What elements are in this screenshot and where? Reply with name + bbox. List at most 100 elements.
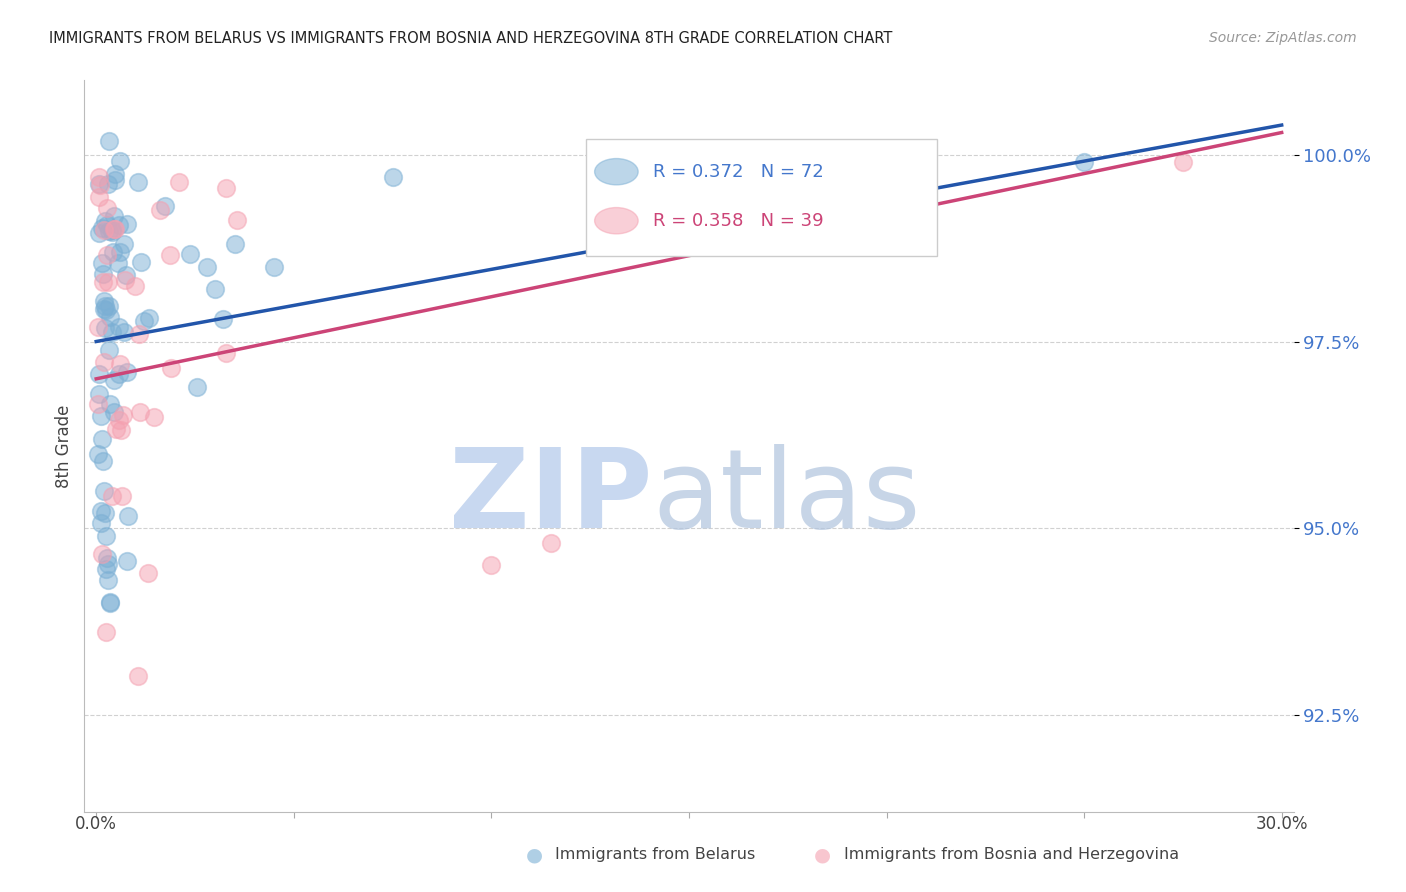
Point	[159, 360, 181, 375]
Point	[111, 489, 134, 503]
Point	[132, 314, 155, 328]
Point	[124, 278, 146, 293]
Point	[100, 223, 122, 237]
Point	[103, 222, 125, 236]
Point	[93, 275, 115, 289]
Point	[104, 167, 127, 181]
Point	[138, 310, 160, 325]
Point	[159, 248, 181, 262]
Point	[93, 301, 115, 316]
Point	[101, 490, 124, 504]
Point	[98, 310, 121, 325]
Point	[87, 447, 110, 461]
Text: atlas: atlas	[652, 443, 921, 550]
Point	[215, 181, 238, 195]
Point	[87, 169, 110, 184]
Point	[90, 409, 112, 424]
Point	[89, 190, 111, 204]
Point	[90, 516, 112, 531]
Point	[136, 566, 159, 580]
Point	[91, 268, 114, 282]
Point	[104, 222, 127, 236]
Point	[226, 213, 249, 227]
Point	[98, 224, 121, 238]
Point	[149, 203, 172, 218]
Point	[167, 175, 190, 189]
Point	[1073, 155, 1095, 169]
Point	[195, 260, 218, 274]
Point	[103, 405, 125, 419]
Point	[186, 380, 208, 394]
Point	[94, 528, 117, 542]
Point	[93, 293, 115, 308]
Point	[107, 367, 129, 381]
Point	[104, 422, 127, 436]
Text: Immigrants from Belarus: Immigrants from Belarus	[555, 847, 755, 862]
Point	[115, 554, 138, 568]
Point	[97, 177, 120, 191]
Point	[179, 247, 201, 261]
Text: ZIP: ZIP	[450, 443, 652, 550]
Point	[87, 319, 110, 334]
Point	[96, 201, 118, 215]
Point	[91, 432, 114, 446]
Text: ●: ●	[814, 845, 831, 864]
Text: 30.0%: 30.0%	[1256, 815, 1308, 833]
Point	[115, 217, 138, 231]
Point	[224, 237, 246, 252]
Point	[96, 302, 118, 317]
Point	[129, 255, 152, 269]
Point	[98, 397, 121, 411]
Point	[90, 503, 112, 517]
Point	[127, 669, 149, 683]
Point	[94, 321, 117, 335]
Point	[93, 222, 115, 236]
Point	[89, 227, 111, 241]
Point	[108, 218, 131, 232]
Point	[96, 551, 118, 566]
Point	[263, 260, 285, 274]
Point	[87, 397, 110, 411]
Y-axis label: 8th Grade: 8th Grade	[55, 404, 73, 488]
Point	[215, 346, 238, 360]
Point	[89, 368, 111, 382]
Point	[381, 170, 404, 185]
Point	[211, 312, 233, 326]
Text: Immigrants from Bosnia and Herzegovina: Immigrants from Bosnia and Herzegovina	[844, 847, 1178, 862]
Text: 0.0%: 0.0%	[76, 815, 117, 833]
Text: R = 0.358   N = 39: R = 0.358 N = 39	[652, 211, 824, 230]
Text: R = 0.372   N = 72: R = 0.372 N = 72	[652, 162, 824, 181]
Point	[94, 214, 117, 228]
Point	[107, 320, 129, 334]
Point	[143, 409, 166, 424]
Point	[97, 275, 120, 289]
Point	[204, 282, 226, 296]
Point	[101, 325, 124, 339]
Point	[94, 299, 117, 313]
Point	[114, 325, 136, 339]
Point	[129, 405, 152, 419]
Point	[107, 256, 129, 270]
Point	[540, 536, 562, 550]
Point	[127, 175, 149, 189]
Point	[111, 408, 134, 422]
Point	[96, 248, 118, 262]
Point	[108, 413, 131, 427]
Point	[101, 245, 124, 260]
Text: Source: ZipAtlas.com: Source: ZipAtlas.com	[1209, 31, 1357, 45]
Point	[98, 134, 121, 148]
Point	[90, 547, 112, 561]
Point	[117, 509, 139, 524]
Point	[97, 574, 120, 588]
Circle shape	[595, 208, 638, 234]
FancyBboxPatch shape	[586, 139, 936, 256]
Text: ●: ●	[526, 845, 543, 864]
Point	[98, 596, 121, 610]
Point	[98, 595, 121, 609]
Point	[110, 423, 132, 437]
Point	[128, 327, 150, 342]
Point	[104, 173, 127, 187]
Text: IMMIGRANTS FROM BELARUS VS IMMIGRANTS FROM BOSNIA AND HERZEGOVINA 8TH GRADE CORR: IMMIGRANTS FROM BELARUS VS IMMIGRANTS FR…	[49, 31, 893, 46]
Point	[479, 558, 502, 573]
Point	[108, 244, 131, 259]
